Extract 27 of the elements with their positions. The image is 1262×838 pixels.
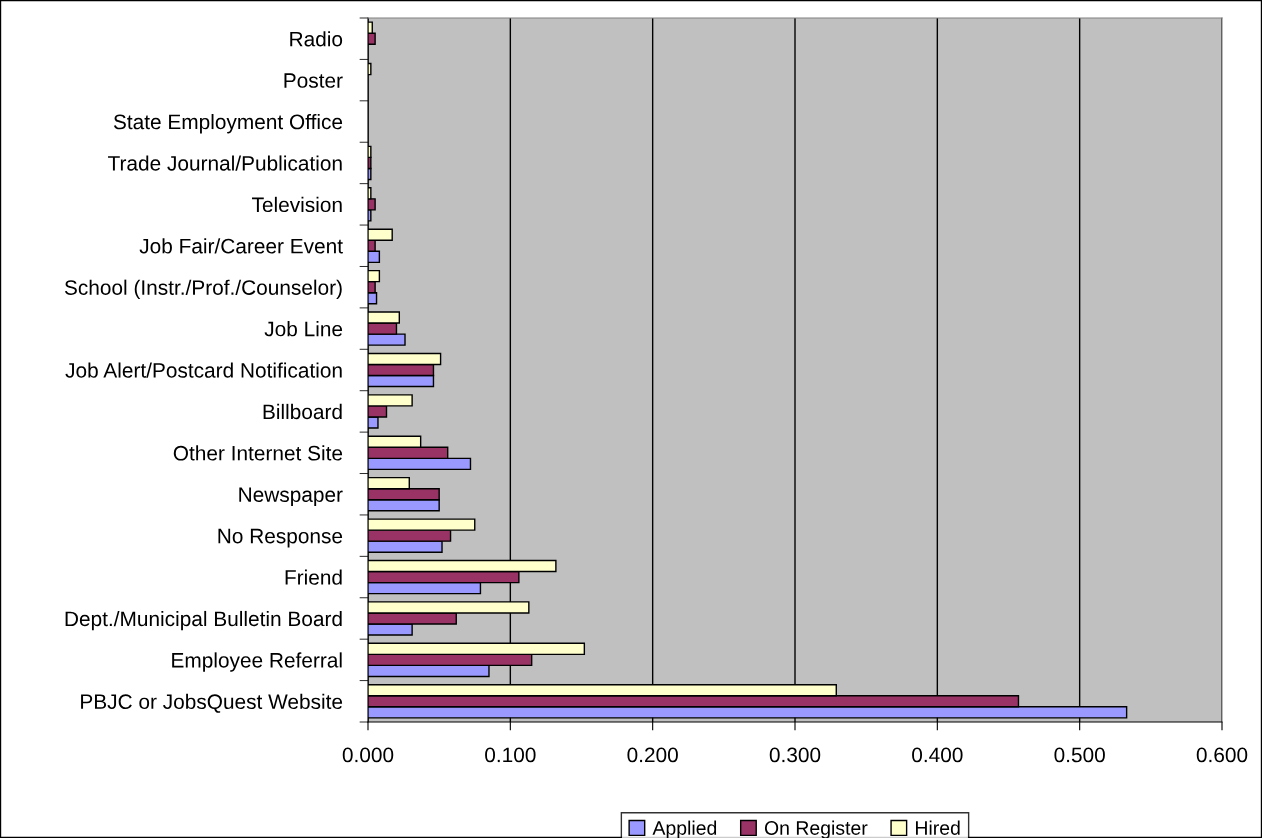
y-tick-label: School (Instr./Prof./Counselor) xyxy=(64,279,342,300)
y-tick-label: Dept./Municipal Bulletin Board xyxy=(65,610,342,631)
y-tick-label: Job Alert/Postcard Notification xyxy=(65,362,342,378)
x-tick-label: 0.200 xyxy=(627,747,678,763)
y-tick-label: PBJC or JobsQuest Website xyxy=(81,693,343,713)
legend-label: On Register xyxy=(764,820,868,838)
y-tick-label: Job Line xyxy=(264,321,343,337)
x-tick-label: 0.500 xyxy=(1054,747,1105,763)
legend-label: Applied xyxy=(652,820,717,838)
y-tick-label: Other Internet Site xyxy=(173,445,343,461)
x-tick-label: 0.000 xyxy=(342,747,394,763)
y-tick-label: Television xyxy=(252,196,342,213)
y-tick-label: Poster xyxy=(284,73,343,88)
y-tick-label: Radio xyxy=(290,31,343,47)
y-tick-label: State Employment Office xyxy=(113,113,343,134)
y-tick-label: Job Fair/Career Event xyxy=(139,238,343,254)
x-tick-label: 0.100 xyxy=(485,747,536,763)
x-tick-label: 0.300 xyxy=(769,747,821,763)
x-tick-label: 0.400 xyxy=(912,747,963,763)
y-tick-label: Trade Journal/Publication xyxy=(108,155,342,171)
y-tick-label: No Response xyxy=(218,528,343,548)
x-tick-label: 0.600 xyxy=(1196,747,1248,763)
legend-label: Hired xyxy=(916,820,960,835)
y-tick-label: Friend xyxy=(285,569,342,585)
y-tick-label: Employee Referral xyxy=(172,652,342,672)
y-tick-label: Billboard xyxy=(263,403,342,420)
y-tick-label: Newspaper xyxy=(239,487,343,507)
